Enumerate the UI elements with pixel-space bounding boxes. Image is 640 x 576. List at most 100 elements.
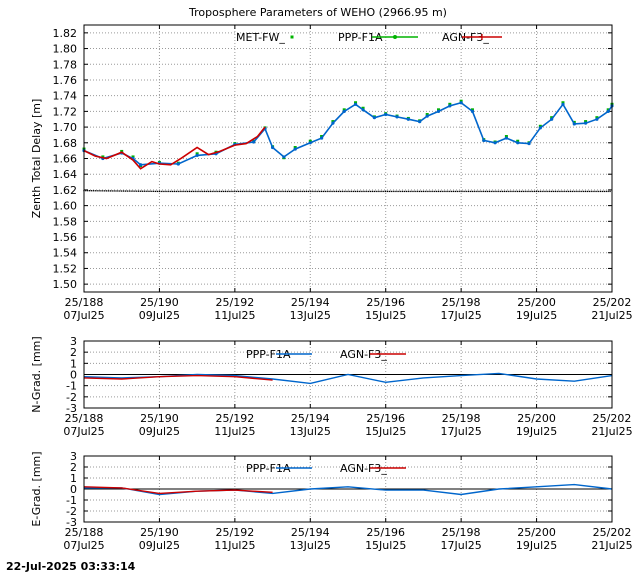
legend-label: PPP-F1A — [338, 31, 383, 44]
data-point — [195, 153, 199, 157]
data-point — [409, 190, 411, 193]
series-line — [83, 101, 613, 166]
data-point — [386, 190, 389, 193]
data-point — [281, 190, 283, 193]
data-point — [88, 190, 91, 192]
data-point — [532, 190, 534, 193]
data-point — [128, 190, 130, 192]
data-point — [530, 190, 532, 193]
data-point — [539, 190, 541, 193]
data-point — [188, 190, 191, 193]
data-point — [469, 190, 472, 193]
y-tick-label: 1.64 — [53, 168, 78, 181]
data-point — [207, 190, 210, 193]
series-AGN-F3_ — [82, 101, 614, 167]
data-point — [490, 190, 492, 193]
y-tick-label: 1.60 — [53, 200, 78, 213]
data-point — [605, 190, 607, 193]
data-point — [366, 190, 368, 193]
data-point — [509, 190, 511, 193]
x-tick-label-date: 11Jul25 — [214, 425, 255, 438]
data-point — [385, 190, 387, 193]
data-point — [451, 190, 453, 193]
data-point — [251, 190, 253, 193]
data-point — [449, 190, 451, 193]
data-point — [219, 190, 221, 193]
data-point — [113, 190, 115, 192]
data-point — [322, 190, 325, 193]
data-point — [454, 190, 457, 193]
data-point — [87, 190, 89, 192]
data-point — [147, 190, 149, 192]
data-point — [181, 190, 183, 193]
data-point — [567, 190, 570, 193]
data-point — [533, 190, 536, 193]
data-point — [413, 190, 415, 193]
data-point — [122, 190, 125, 192]
data-point — [535, 190, 538, 193]
data-point — [202, 190, 204, 193]
data-point — [141, 190, 144, 192]
series-unnamed-3 — [83, 126, 266, 170]
data-point — [503, 190, 506, 193]
data-point — [396, 190, 398, 193]
data-point — [356, 190, 359, 193]
data-point — [364, 190, 366, 193]
data-point — [524, 190, 526, 193]
data-point — [422, 190, 425, 193]
data-point — [132, 190, 134, 192]
data-point — [268, 190, 270, 193]
x-tick-label-date: 17Jul25 — [441, 539, 482, 552]
data-point — [550, 117, 554, 121]
data-point — [320, 190, 323, 193]
data-point — [98, 190, 100, 192]
data-point — [239, 190, 242, 193]
data-point — [360, 190, 362, 193]
data-point — [339, 190, 342, 193]
data-point — [601, 190, 604, 193]
data-point — [100, 190, 102, 192]
y-axis-label: N-Grad. [mm] — [30, 336, 43, 412]
x-tick-label-doy: 25/188 — [65, 296, 104, 309]
data-point — [139, 190, 142, 192]
chart-panels: 1.50 1.52 1.54 1.56 1.58 1.60 1.62 1.64 1.66 1.68… — [30, 24, 633, 552]
data-point — [528, 190, 530, 193]
data-point — [571, 190, 573, 193]
data-point — [435, 190, 438, 193]
data-point — [213, 190, 215, 193]
data-point — [160, 190, 162, 193]
legend-swatch-marker — [393, 35, 397, 39]
data-point — [245, 190, 247, 193]
plot-frame — [83, 455, 613, 523]
data-point — [537, 190, 540, 193]
data-point — [171, 190, 174, 193]
data-point — [595, 117, 599, 121]
data-point — [383, 190, 385, 193]
data-point — [324, 190, 326, 193]
y-tick-label: 1.66 — [53, 153, 78, 166]
data-point — [372, 116, 376, 120]
x-tick-label-date: 13Jul25 — [290, 425, 331, 438]
data-point — [194, 190, 196, 193]
x-tick-label-doy: 25/202 — [593, 412, 632, 425]
data-point — [237, 190, 240, 193]
data-point — [328, 190, 330, 193]
x-tick-label-date: 21Jul25 — [591, 425, 632, 438]
data-point — [342, 109, 346, 113]
series-AGN-F3_ — [83, 374, 273, 381]
data-point — [252, 140, 256, 144]
data-point — [347, 190, 349, 193]
data-point — [266, 190, 268, 193]
data-point — [371, 190, 374, 193]
data-point — [294, 190, 296, 193]
legend: MET-FW_ PPP-F1A AGN-F3_ — [236, 31, 502, 44]
data-point — [296, 190, 298, 193]
data-point — [494, 190, 496, 193]
data-point — [335, 190, 338, 193]
data-point — [492, 190, 494, 193]
data-point — [303, 190, 306, 193]
data-point — [400, 190, 402, 193]
x-tick-label-date: 21Jul25 — [591, 309, 632, 322]
data-point — [158, 190, 161, 193]
